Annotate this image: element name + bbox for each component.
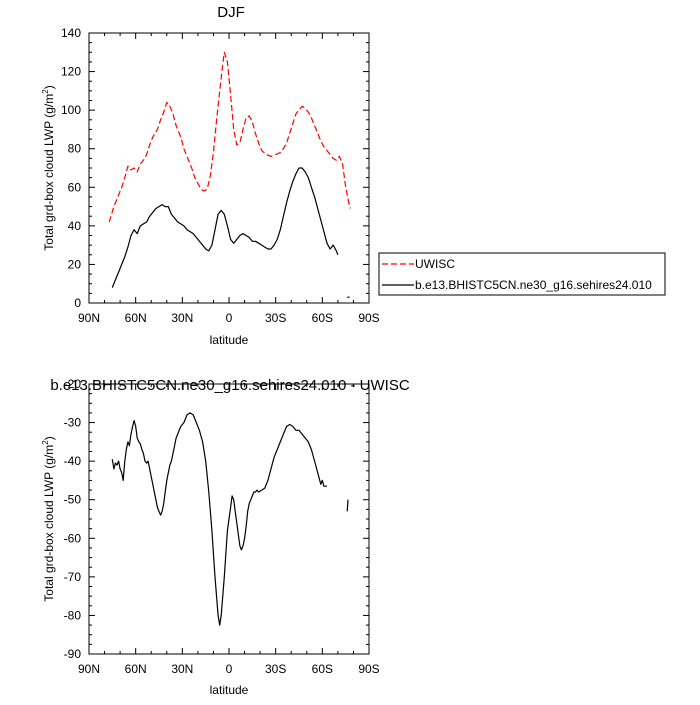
x-tick-label: 60N bbox=[125, 311, 147, 325]
y-tick-label: -90 bbox=[64, 647, 82, 661]
y-tick-label: 100 bbox=[61, 103, 81, 117]
x-tick-label: 0 bbox=[226, 662, 233, 676]
chart-title: DJF bbox=[217, 4, 245, 21]
x-tick-label: 60N bbox=[125, 662, 147, 676]
y-tick-label: 140 bbox=[61, 26, 81, 40]
x-tick-label: 90N bbox=[78, 311, 100, 325]
x-tick-label: 30N bbox=[171, 311, 193, 325]
series-lines bbox=[111, 412, 349, 626]
series-line-model bbox=[111, 167, 339, 288]
x-tick-label: 60S bbox=[312, 662, 333, 676]
x-axis-label: latitude bbox=[210, 683, 249, 697]
y-tick-label: 20 bbox=[68, 257, 82, 271]
y-axis-label-main: Total grd-box cloud LWP (g/m bbox=[42, 445, 56, 602]
x-tick-label: 30S bbox=[265, 662, 286, 676]
y-tick-label: -80 bbox=[64, 608, 82, 622]
y-tick-label: 0 bbox=[74, 296, 81, 310]
x-tick-label: 30N bbox=[171, 662, 193, 676]
y-axis-label: Total grd-box cloud LWP (g/m2) bbox=[41, 436, 56, 601]
x-tick-label: 90S bbox=[358, 662, 379, 676]
x-tick-label: 90S bbox=[358, 311, 379, 325]
series-line-difference bbox=[346, 499, 349, 512]
x-tick-label: 0 bbox=[226, 311, 233, 325]
x-tick-label: 90N bbox=[78, 662, 100, 676]
x-ticks: 90N 60N 30N 0 30S 60S 90S bbox=[78, 384, 380, 676]
y-tick-label: 120 bbox=[61, 65, 81, 79]
y-axis-label-close: ) bbox=[42, 436, 56, 440]
x-axis-label: latitude bbox=[210, 333, 249, 347]
series-line-difference bbox=[111, 412, 327, 626]
y-tick-label: -20 bbox=[64, 377, 82, 391]
y-tick-label: -50 bbox=[64, 493, 82, 507]
legend-box bbox=[378, 252, 666, 296]
y-tick-label: 80 bbox=[68, 142, 82, 156]
y-ticks: -90 -80 -70 -60 -50 -40 -30 -20 bbox=[64, 377, 369, 661]
x-tick-label: 30S bbox=[265, 311, 286, 325]
y-tick-label: -70 bbox=[64, 570, 82, 584]
y-axis-label-close: ) bbox=[42, 85, 56, 89]
y-axis-label: Total grd-box cloud LWP (g/m2) bbox=[41, 85, 56, 250]
x-tick-label: 60S bbox=[312, 311, 333, 325]
y-tick-label: -40 bbox=[64, 454, 82, 468]
y-tick-label: 40 bbox=[68, 219, 82, 233]
y-tick-label: -60 bbox=[64, 531, 82, 545]
y-tick-label: 60 bbox=[68, 180, 82, 194]
y-tick-label: -30 bbox=[64, 416, 82, 430]
x-ticks: 90N 60N 30N 0 30S 60S 90S bbox=[78, 33, 380, 325]
legend: UWISC b.e13.BHISTC5CN.ne30_g16.sehires24… bbox=[378, 252, 666, 296]
y-axis-label-sup: 2 bbox=[41, 440, 50, 445]
series-lines bbox=[108, 51, 351, 298]
legend-entry-uwisc: UWISC bbox=[415, 257, 455, 271]
legend-entry-model: b.e13.BHISTC5CN.ne30_g16.sehires24.010 bbox=[415, 278, 652, 292]
panel-bottom: b.e13.BHISTC5CN.ne30_g16.sehires24.010 -… bbox=[41, 377, 410, 697]
y-axis-label-sup: 2 bbox=[41, 89, 50, 94]
y-ticks: 0 20 40 60 80 100 120 140 bbox=[61, 26, 369, 310]
chart-title: b.e13.BHISTC5CN.ne30_g16.sehires24.010 -… bbox=[50, 377, 410, 394]
y-axis-label-main: Total grd-box cloud LWP (g/m bbox=[42, 94, 56, 251]
